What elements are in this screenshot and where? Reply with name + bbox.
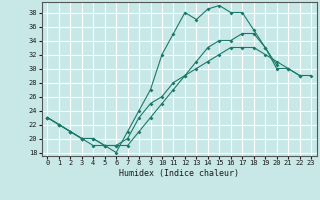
X-axis label: Humidex (Indice chaleur): Humidex (Indice chaleur) <box>119 169 239 178</box>
